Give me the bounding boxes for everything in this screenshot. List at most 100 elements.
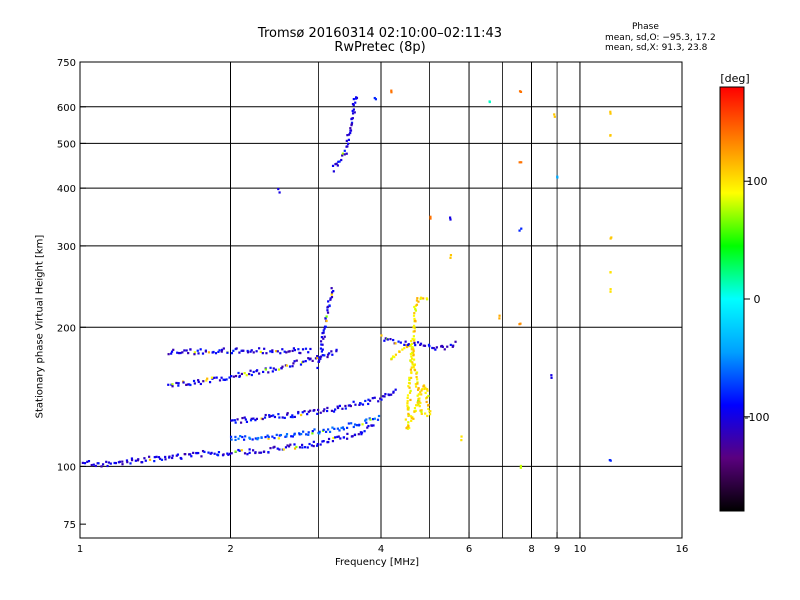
echo-point	[320, 343, 323, 346]
echo-point	[190, 455, 193, 458]
echo-point	[261, 417, 264, 421]
echo-point	[250, 349, 253, 352]
echo-point	[449, 256, 452, 259]
echo-point	[322, 439, 325, 443]
echo-point	[295, 359, 298, 362]
echo-point	[415, 404, 418, 407]
echo-point	[308, 358, 311, 361]
echo-point	[208, 381, 212, 384]
echo-point	[323, 327, 326, 330]
echo-point	[323, 408, 326, 411]
echo-point	[388, 393, 391, 397]
echo-point	[329, 297, 332, 300]
echo-point	[321, 440, 324, 443]
echo-point	[164, 458, 167, 461]
echo-point	[267, 371, 270, 374]
echo-point	[412, 348, 415, 351]
echo-point	[217, 451, 221, 454]
echo-point	[327, 300, 330, 303]
echo-point	[244, 435, 247, 438]
echo-point	[189, 453, 192, 456]
echo-point	[404, 344, 408, 347]
phase-stats-x: mean, sd,X: 91.3, 23.8	[605, 43, 708, 53]
echo-point	[393, 355, 396, 359]
echo-point	[418, 400, 421, 403]
echo-point	[187, 352, 190, 355]
echo-point	[238, 351, 241, 354]
echo-point	[353, 111, 356, 114]
echo-point	[299, 363, 303, 366]
echo-point	[413, 341, 416, 345]
echo-point	[239, 421, 243, 424]
echo-point	[282, 448, 285, 451]
echo-point	[425, 297, 428, 300]
echo-point	[189, 348, 192, 351]
echo-point	[289, 415, 293, 419]
echo-point	[285, 435, 288, 438]
echo-point	[263, 416, 267, 419]
echo-point	[326, 311, 330, 314]
echo-point	[310, 444, 314, 447]
echo-point	[292, 347, 296, 350]
echo-point	[413, 407, 417, 410]
echo-point	[349, 129, 352, 132]
echo-point	[318, 356, 321, 359]
echo-point	[446, 345, 449, 348]
echo-point	[307, 410, 310, 413]
echo-point	[237, 371, 240, 375]
echo-point	[232, 349, 235, 352]
echo-point	[264, 368, 268, 371]
echo-point	[270, 414, 273, 418]
echo-point	[394, 388, 397, 391]
echo-point	[409, 389, 412, 393]
echo-point	[260, 417, 263, 420]
echo-point	[364, 399, 367, 403]
echo-point	[407, 412, 410, 415]
echo-point	[81, 461, 84, 464]
echo-point	[410, 419, 413, 422]
echo-point	[553, 113, 556, 116]
echo-point	[244, 418, 247, 421]
echo-point	[241, 416, 244, 420]
echo-point	[327, 440, 330, 444]
echo-point	[307, 431, 310, 434]
echo-point	[321, 348, 324, 351]
echo-point	[319, 411, 322, 414]
echo-point	[293, 447, 297, 450]
echo-point	[398, 350, 401, 353]
echo-point	[255, 417, 258, 420]
echo-point	[242, 438, 246, 441]
echo-point	[285, 351, 288, 354]
echo-point	[286, 444, 289, 447]
echo-point	[291, 365, 294, 368]
echo-point	[431, 346, 434, 350]
echo-point	[297, 348, 300, 351]
echo-point	[249, 369, 252, 372]
echo-point	[328, 430, 332, 433]
echo-point	[338, 429, 341, 432]
echo-point	[414, 344, 417, 347]
echo-point	[234, 374, 238, 378]
echo-point	[449, 343, 452, 347]
echo-point	[366, 426, 369, 429]
echo-point	[519, 466, 522, 469]
echo-point	[212, 350, 215, 354]
echo-point	[410, 357, 414, 360]
echo-point	[432, 347, 435, 350]
echo-point	[409, 344, 412, 347]
echo-point	[267, 435, 270, 439]
echo-point	[306, 413, 309, 416]
grid-lines	[79, 62, 682, 538]
echo-point	[329, 298, 332, 301]
echo-point	[298, 433, 301, 436]
echo-point	[265, 352, 268, 355]
echo-point	[441, 345, 444, 348]
echo-point	[412, 417, 415, 420]
echo-point	[167, 383, 170, 386]
echo-point	[129, 462, 132, 465]
echo-point	[254, 451, 257, 454]
echo-point	[277, 413, 280, 416]
echo-point	[373, 396, 376, 399]
echo-point	[297, 412, 300, 415]
echo-point	[183, 349, 186, 352]
